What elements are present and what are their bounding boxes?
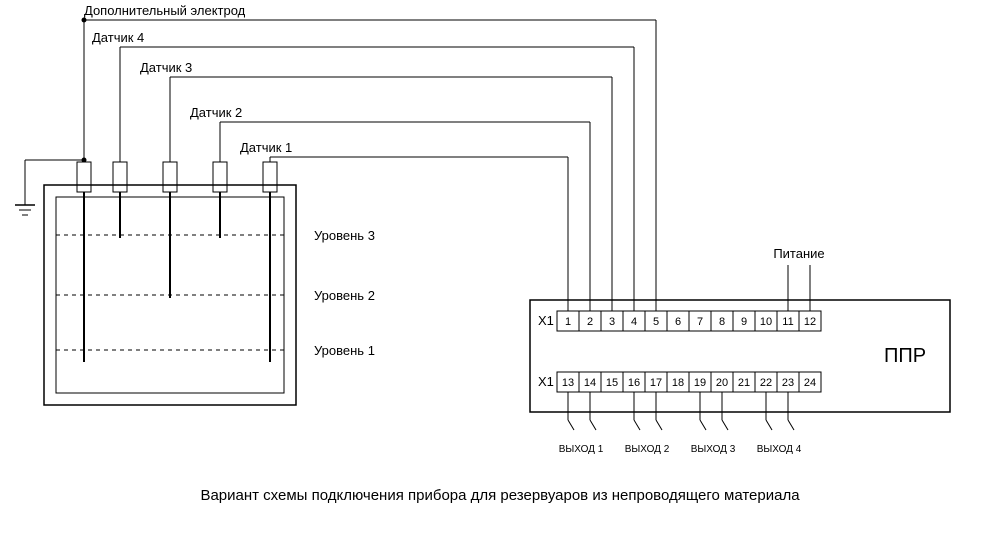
wiring-diagram: Уровень 3Уровень 2Уровень 11234567891011… xyxy=(0,0,1000,536)
output-wire xyxy=(656,420,662,430)
sensor-body xyxy=(213,162,227,192)
terminal-number: 23 xyxy=(782,377,794,389)
level-label: Уровень 3 xyxy=(314,228,375,243)
x1-label-top: X1 xyxy=(538,313,554,328)
power-label: Питание xyxy=(773,246,824,261)
terminal-number: 17 xyxy=(650,377,662,389)
terminal-number: 12 xyxy=(804,316,816,328)
terminal-number: 11 xyxy=(782,316,793,328)
x1-label-bot: X1 xyxy=(538,374,554,389)
output-label: ВЫХОД 3 xyxy=(691,444,736,455)
terminal-number: 9 xyxy=(741,316,747,328)
output-wire xyxy=(766,420,772,430)
output-wire xyxy=(634,420,640,430)
terminal-number: 13 xyxy=(562,377,574,389)
sensor-body xyxy=(77,162,91,192)
terminal-number: 10 xyxy=(760,316,772,328)
output-label: ВЫХОД 2 xyxy=(625,444,670,455)
terminal-number: 19 xyxy=(694,377,706,389)
sensor-label: Датчик 2 xyxy=(190,105,242,120)
terminal-number: 22 xyxy=(760,377,772,389)
level-label: Уровень 1 xyxy=(314,343,375,358)
sensor-label: Дополнительный электрод xyxy=(84,3,246,18)
terminal-number: 8 xyxy=(719,316,725,328)
sensor-label: Датчик 3 xyxy=(140,60,192,75)
junction-dot xyxy=(82,18,87,23)
terminal-number: 24 xyxy=(804,377,816,389)
terminal-number: 3 xyxy=(609,316,615,328)
terminal-number: 1 xyxy=(565,316,571,328)
output-label: ВЫХОД 4 xyxy=(757,444,802,455)
diagram-caption: Вариант схемы подключения прибора для ре… xyxy=(200,487,800,504)
terminal-number: 15 xyxy=(606,377,618,389)
terminal-number: 18 xyxy=(672,377,684,389)
output-wire xyxy=(700,420,706,430)
output-wire xyxy=(722,420,728,430)
terminal-number: 21 xyxy=(738,377,750,389)
sensor-body xyxy=(113,162,127,192)
output-wire xyxy=(788,420,794,430)
device-label: ППР xyxy=(884,345,926,367)
sensor-label: Датчик 1 xyxy=(240,140,292,155)
terminal-number: 16 xyxy=(628,377,640,389)
sensor-label: Датчик 4 xyxy=(92,30,144,45)
terminal-number: 6 xyxy=(675,316,681,328)
output-wire xyxy=(568,420,574,430)
terminal-number: 2 xyxy=(587,316,593,328)
terminal-number: 7 xyxy=(697,316,703,328)
sensor-body xyxy=(263,162,277,192)
terminal-number: 20 xyxy=(716,377,728,389)
sensor-body xyxy=(163,162,177,192)
terminal-number: 4 xyxy=(631,316,637,328)
output-wire xyxy=(590,420,596,430)
level-label: Уровень 2 xyxy=(314,288,375,303)
output-label: ВЫХОД 1 xyxy=(559,444,604,455)
terminal-number: 5 xyxy=(653,316,659,328)
terminal-number: 14 xyxy=(584,377,596,389)
